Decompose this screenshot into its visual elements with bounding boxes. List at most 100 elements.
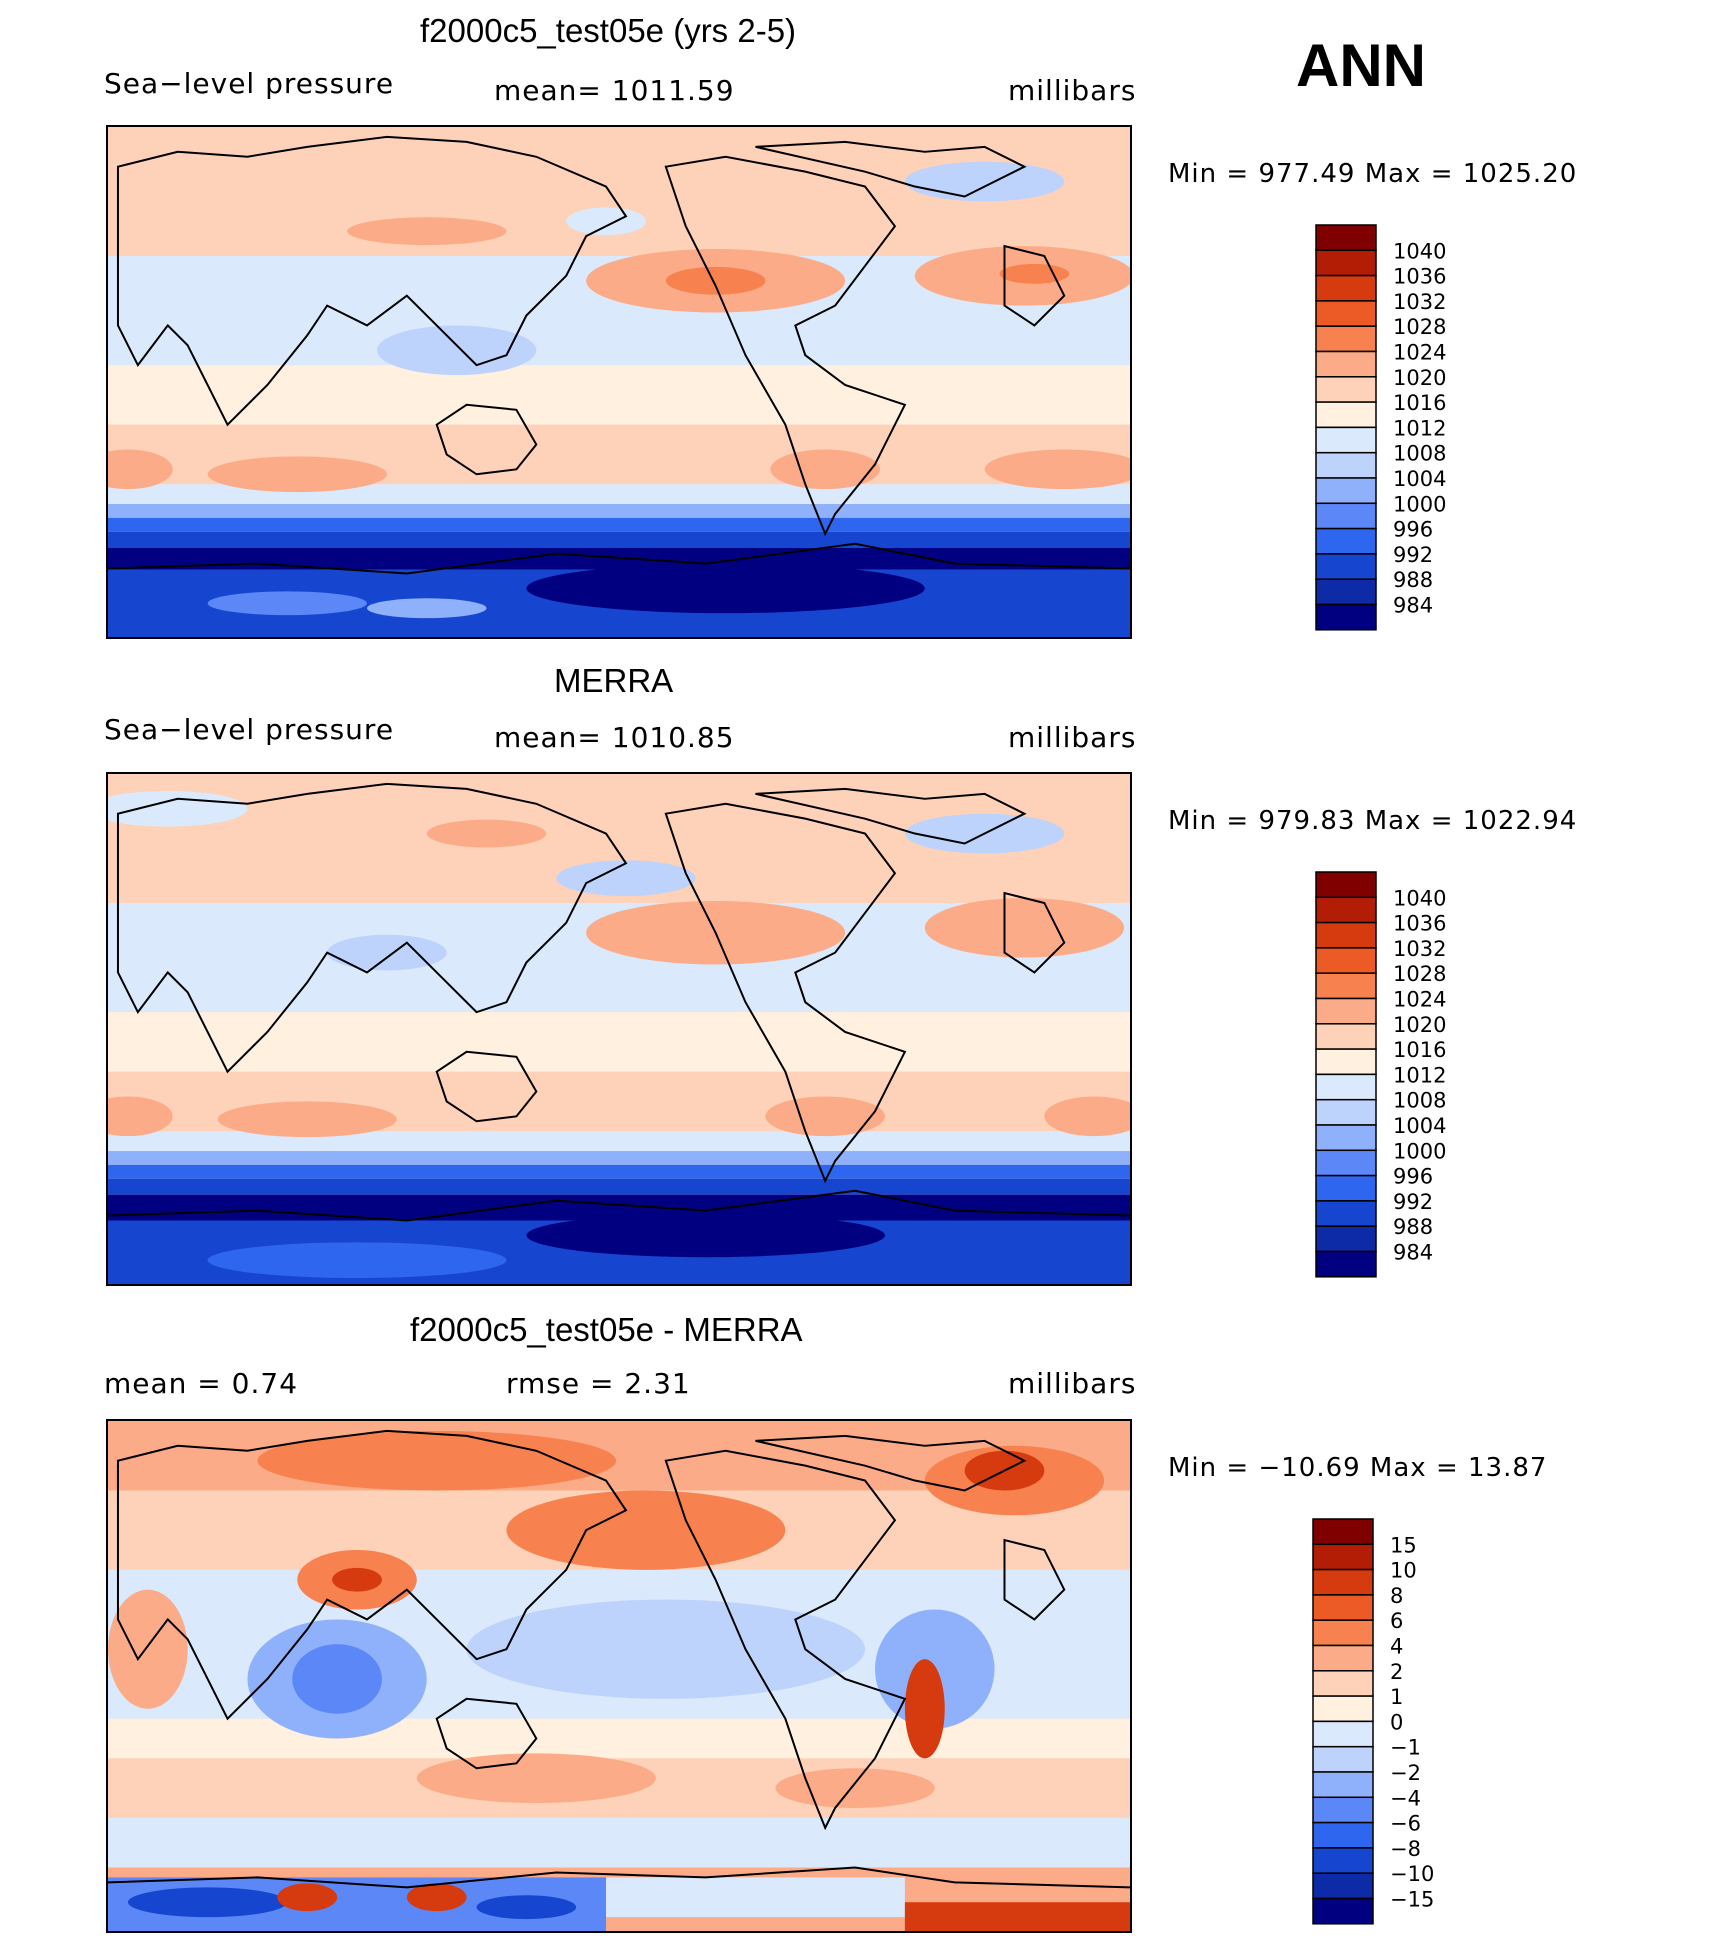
colorbar-swatch	[1315, 376, 1377, 403]
colorbar-tick-label: 1004	[1393, 1114, 1446, 1138]
colorbar-swatch	[1315, 502, 1377, 530]
colorbar-tick-label: 1036	[1393, 265, 1446, 289]
colorbar-tick-label: 1032	[1393, 290, 1446, 314]
colorbar-tick-label: 10	[1390, 1559, 1417, 1583]
panel3-title: f2000c5_test05e - MERRA	[410, 1311, 803, 1348]
colorbar-tick-label: 988	[1393, 568, 1433, 592]
colorbar-tick-label: 1012	[1393, 1063, 1446, 1087]
colorbar-swatch	[1315, 477, 1377, 505]
colorbar-swatch	[1315, 921, 1377, 949]
colorbar-tick-label: 1028	[1393, 962, 1446, 986]
colorbar-tick-label: 984	[1393, 1241, 1433, 1265]
colorbar-tick-label: 996	[1393, 1165, 1433, 1189]
colorbar-swatch	[1315, 300, 1377, 327]
colorbar-swatch	[1315, 426, 1377, 454]
colorbar-tick-label: 1028	[1393, 315, 1446, 339]
colorbar-swatch	[1315, 401, 1377, 429]
colorbar-tick-label: 1040	[1393, 886, 1446, 910]
panel2-left-label: Sea−level pressure	[104, 713, 395, 746]
colorbar-swatch	[1312, 1897, 1374, 1925]
colorbar-swatch	[1312, 1644, 1374, 1672]
panel2-map	[106, 772, 1132, 1286]
colorbar-tick-label: 984	[1393, 594, 1433, 618]
colorbar-tick-label: 1000	[1393, 1139, 1446, 1163]
season-label: ANN	[1296, 32, 1426, 99]
colorbar-tick-label: 1024	[1393, 988, 1446, 1012]
colorbar-swatch	[1312, 1745, 1374, 1773]
colorbar-tick-label: 1000	[1393, 492, 1446, 516]
colorbar-tick-label: −6	[1390, 1812, 1421, 1836]
colorbar-tick-label: 6	[1390, 1609, 1403, 1633]
colorbar-swatch	[1315, 1073, 1377, 1101]
colorbar-tick-label: 1	[1390, 1685, 1403, 1709]
colorbar-swatch	[1315, 1200, 1377, 1227]
colorbar-tick-label: 996	[1393, 518, 1433, 542]
panel2-units-label: millibars	[1008, 721, 1137, 754]
colorbar-swatch	[1315, 1098, 1377, 1126]
colorbar-swatch	[1312, 1695, 1374, 1723]
colorbar-swatch	[1315, 1250, 1377, 1278]
colorbar-swatch	[1315, 1174, 1377, 1202]
colorbar-tick-label: 988	[1393, 1215, 1433, 1239]
panel3-colorbar: 15 10 8 6 4 2 1 0 −1 −2 −4 −6 −8 −10 −15	[1312, 1518, 1572, 1926]
colorbar-swatch	[1312, 1594, 1374, 1621]
colorbar-swatch	[1315, 553, 1377, 580]
colorbar-tick-label: 1008	[1393, 442, 1446, 466]
colorbar-swatch	[1312, 1821, 1374, 1849]
colorbar-tick-label: 1016	[1393, 391, 1446, 415]
colorbar-tick-label: 1020	[1393, 366, 1446, 390]
colorbar-swatch	[1312, 1518, 1374, 1546]
panel3-units-label: millibars	[1008, 1367, 1137, 1400]
colorbar-tick-label: 1040	[1393, 239, 1446, 263]
colorbar-tick-label: 4	[1390, 1635, 1403, 1659]
panel1-title: f2000c5_test05e (yrs 2-5)	[420, 12, 797, 49]
panel3-mean-label: mean = 0.74	[104, 1367, 299, 1400]
colorbar-tick-label: 1008	[1393, 1089, 1446, 1113]
colorbar-swatch	[1312, 1568, 1374, 1596]
panel2-title: MERRA	[554, 662, 674, 699]
colorbar-swatch	[1312, 1670, 1374, 1697]
colorbar-tick-label: 1004	[1393, 467, 1446, 491]
panel1-minmax: Min = 977.49 Max = 1025.20	[1168, 159, 1578, 189]
panel1-mean-label: mean= 1011.59	[494, 74, 735, 107]
colorbar-swatch	[1315, 972, 1377, 1000]
colorbar-tick-label: −2	[1390, 1761, 1421, 1785]
colorbar-swatch	[1315, 1023, 1377, 1050]
panel2-colorbar-svg: 1040103610321028102410201016101210081004…	[1315, 871, 1446, 1278]
colorbar-swatch	[1315, 1149, 1377, 1177]
colorbar-tick-label: 1032	[1393, 937, 1446, 961]
colorbar-tick-label: 1016	[1393, 1038, 1446, 1062]
colorbar-tick-label: 0	[1390, 1710, 1403, 1734]
panel3-map	[106, 1419, 1132, 1933]
colorbar-tick-label: 15	[1390, 1533, 1417, 1557]
colorbar-swatch	[1315, 896, 1377, 924]
colorbar-tick-label: 992	[1393, 543, 1433, 567]
colorbar-swatch	[1312, 1872, 1374, 1900]
colorbar-swatch	[1312, 1619, 1374, 1647]
colorbar-tick-label: 1036	[1393, 912, 1446, 936]
colorbar-swatch	[1315, 578, 1377, 606]
panel1-colorbar-svg: 1040103610321028102410201016101210081004…	[1315, 224, 1446, 631]
colorbar-swatch	[1315, 224, 1377, 252]
panel3-rmse-label: rmse = 2.31	[506, 1367, 691, 1400]
panel1-units-label: millibars	[1008, 74, 1137, 107]
colorbar-swatch	[1315, 325, 1377, 353]
colorbar-swatch	[1315, 871, 1377, 899]
colorbar-tick-label: 2	[1390, 1660, 1403, 1684]
colorbar-tick-label: 1012	[1393, 416, 1446, 440]
colorbar-tick-label: −10	[1390, 1862, 1434, 1886]
colorbar-tick-label: −1	[1390, 1736, 1421, 1760]
panel1-colorbar: 1040 1036 1032 1028 1024 1020 1016 1012 1008 1004…	[1315, 224, 1575, 632]
colorbar-swatch	[1315, 1048, 1377, 1076]
colorbar-swatch	[1312, 1771, 1374, 1799]
panel2-minmax: Min = 979.83 Max = 1022.94	[1168, 806, 1578, 836]
colorbar-tick-label: −15	[1390, 1888, 1434, 1912]
panel2-colorbar: 1040 1036 1032 1028 1024 1020 1016 1012 1008 1004…	[1315, 871, 1575, 1279]
colorbar-tick-label: −4	[1390, 1786, 1421, 1810]
colorbar-tick-label: 8	[1390, 1584, 1403, 1608]
colorbar-swatch	[1315, 274, 1377, 302]
panel2-mean-label: mean= 1010.85	[494, 721, 735, 754]
colorbar-tick-label: 1024	[1393, 341, 1446, 365]
colorbar-swatch	[1315, 603, 1377, 631]
colorbar-swatch	[1315, 1225, 1377, 1253]
